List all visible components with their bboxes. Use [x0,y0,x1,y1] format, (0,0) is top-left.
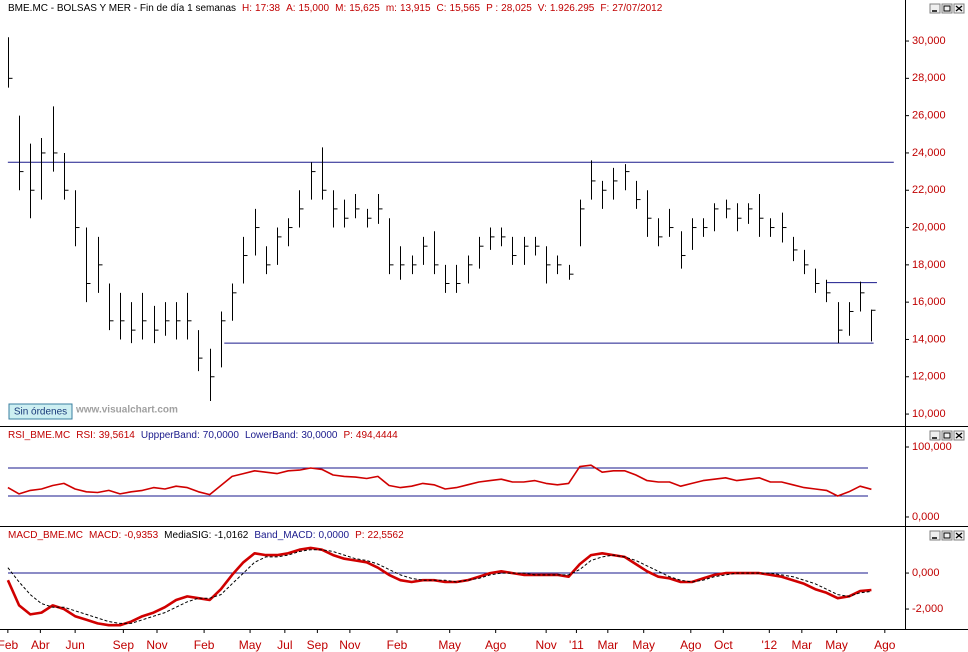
x-tick-label: Sep [113,638,135,652]
header-value: 30,0000 [301,430,338,441]
header-label: m: [386,3,397,14]
header-label: P : [486,3,498,14]
y-tick-label: 0,000 [912,511,940,523]
x-tick-label: Mar [791,638,812,652]
panel: 10,000 12,000 14,000 16,000 18,000 20,000 22,0… [0,0,968,427]
x-tick-label: May [239,638,262,652]
y-tick-label: 16,000 [912,296,946,308]
x-tick-label: '11 [569,638,584,652]
header-label: RSI: [76,430,95,441]
x-tick-label: '12 [761,638,777,652]
header-label: P: [343,430,352,441]
x-tick-label: Ago [485,638,507,652]
header-label: F: [600,3,609,14]
y-tick-label: 28,000 [912,72,946,84]
header-label: Band_MACD: [254,530,315,541]
y-tick-label: 18,000 [912,259,946,271]
x-tick-label: May [438,638,461,652]
y-tick-label: -2,000 [912,603,943,615]
x-tick-label: May [825,638,848,652]
y-tick-label: 10,000 [912,408,946,420]
indicator-line [6,546,872,627]
x-tick-label: Oct [714,638,733,652]
badge-box[interactable] [8,403,73,420]
header-value: 70,0000 [203,430,240,441]
header-value: 15,565 [450,3,481,14]
panel: 0,000 100,000 RSI_BME.MC RSI: 39,5614 UppperB… [0,427,968,527]
header-value: 39,5614 [99,430,136,441]
header-label: A: [286,3,295,14]
y-tick-label: 20,000 [912,221,946,233]
header-label: M: [335,3,346,14]
header-value: 17:38 [255,3,280,14]
icon [955,5,963,12]
x-tick-label: Nov [339,638,360,652]
window-button[interactable] [941,3,953,14]
header-value: 22,5562 [368,530,405,541]
panel: 0,000 -2,000 MACD_BME.MC MACD: -0,9353 MediaS… [0,527,968,652]
header-value: 15,625 [349,3,380,14]
window-button[interactable] [929,430,941,441]
x-tick-label: Jun [65,638,84,652]
icon [943,5,951,12]
icon [955,532,963,539]
panel-header: RSI_BME.MC RSI: 39,5614 UppperBand: 70,0000 L… [8,430,398,441]
icon [943,532,951,539]
y-tick-label: 0,000 [912,567,940,579]
y-tick-label: 12,000 [912,371,946,383]
x-tick-label: Jul [277,638,292,652]
window-button[interactable] [929,530,941,541]
header-title: MACD_BME.MC [8,530,83,541]
x-tick-label: Mar [597,638,618,652]
y-tick-label: 14,000 [912,333,946,345]
header-value: 0,0000 [318,530,349,541]
window-button[interactable] [929,3,941,14]
header-value: 28,025 [501,3,532,14]
header-value: 15,000 [299,3,330,14]
header-label: V: [538,3,547,14]
y-tick-label: 22,000 [912,184,946,196]
header-value: 13,915 [400,3,431,14]
icon [943,432,951,439]
indicator-line [7,464,872,497]
icon [955,432,963,439]
x-tick-label: Ago [874,638,896,652]
watermark: www.visualchart.com [75,405,178,416]
header-value: 1.926.295 [550,3,595,14]
y-tick-label: 30,000 [912,35,946,47]
x-tick-label: Feb [194,638,215,652]
header-value: 27/07/2012 [612,3,662,14]
panel-header: BME.MC - BOLSAS Y MER - Fin de día 1 sem… [8,3,663,14]
header-label: UppperBand: [141,430,200,441]
indicator-line [7,549,872,624]
y-tick-label: 100,000 [912,441,952,453]
x-tick-label: Ago [680,638,702,652]
x-tick-label: May [632,638,655,652]
header-label: MediaSIG: [164,530,211,541]
header-label: H: [242,3,252,14]
header-label: P: [355,530,364,541]
header-title: BME.MC - BOLSAS Y MER - Fin de día 1 sem… [8,3,236,14]
x-tick-label: Sep [307,638,329,652]
header-label: C: [437,3,447,14]
x-tick-label: Nov [146,638,167,652]
y-tick-label: 24,000 [912,147,946,159]
header-label: MACD: [89,530,121,541]
badge[interactable]: Sin órdenes [14,407,67,418]
window-button[interactable] [941,530,953,541]
header-label: LowerBand: [245,430,298,441]
panel-header: MACD_BME.MC MACD: -0,9353 MediaSIG: -1,0162 B… [8,530,404,541]
x-tick-label: Feb [387,638,408,652]
y-tick-label: 26,000 [912,110,946,122]
x-tick-label: Abr [31,638,50,652]
header-value: -1,0162 [214,530,248,541]
header-title: RSI_BME.MC [8,430,70,441]
x-tick-label: Nov [535,638,556,652]
x-tick-label: Feb [0,638,19,652]
header-value: 494,4444 [356,430,398,441]
window-button[interactable] [941,430,953,441]
header-value: -0,9353 [124,530,158,541]
